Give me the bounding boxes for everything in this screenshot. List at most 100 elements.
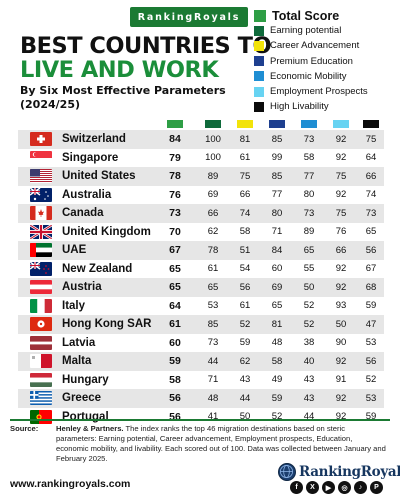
country-name: Singapore xyxy=(62,151,119,164)
score-cell: 66 xyxy=(365,170,377,182)
country-name: Malta xyxy=(62,355,92,368)
legend-swatch xyxy=(254,25,264,36)
score-cell: 77 xyxy=(271,189,283,201)
score-cell: 54 xyxy=(239,263,251,275)
table-row: New Zealand 65 61 54 60 55 92 67 xyxy=(18,260,384,279)
score-cell: 69 xyxy=(207,189,219,201)
legend-swatch xyxy=(254,86,264,97)
score-cell: 44 xyxy=(303,411,315,423)
score-cell: 52 xyxy=(365,374,377,386)
score-cell: 43 xyxy=(303,374,315,386)
score-cell: 78 xyxy=(207,244,219,256)
score-cell: 59 xyxy=(271,392,283,404)
table-row: United States 78 89 75 85 77 75 66 xyxy=(18,167,384,186)
legend-swatch xyxy=(254,101,264,112)
score-cell: 75 xyxy=(335,207,347,219)
column-header-swatch xyxy=(301,120,317,128)
table-row: UAE 67 78 51 84 65 66 56 xyxy=(18,241,384,260)
footer-logo: RankingRoyals xyxy=(278,463,400,481)
score-cell: 75 xyxy=(335,170,347,182)
score-cell: 100 xyxy=(205,133,221,145)
country-name: UAE xyxy=(62,244,87,257)
country-name: United Kingdom xyxy=(62,225,151,238)
legend-label: Earning potential xyxy=(270,25,342,37)
table-row: Latvia 60 73 59 48 38 90 53 xyxy=(18,334,384,353)
uae-flag-icon xyxy=(30,243,52,258)
score-cell: 58 xyxy=(239,226,251,238)
table-row: Greece 56 48 44 59 43 92 53 xyxy=(18,389,384,408)
column-header-swatch xyxy=(237,120,253,128)
score-cell: 92 xyxy=(335,392,347,404)
table-row: Hong Kong SAR 61 85 52 81 52 50 47 xyxy=(18,315,384,334)
score-cell: 53 xyxy=(207,300,219,312)
score-cell: 61 xyxy=(239,152,251,164)
hungary-flag-icon xyxy=(30,372,52,387)
country-name: Austria xyxy=(62,281,102,294)
score-cell: 92 xyxy=(335,133,347,145)
website-link[interactable]: www.rankingroyals.com xyxy=(10,478,131,490)
total-score-cell: 65 xyxy=(169,281,181,294)
score-cell: 73 xyxy=(365,207,377,219)
title-line-1: BEST COUNTRIES TO xyxy=(20,33,272,59)
score-cell: 59 xyxy=(365,411,377,423)
page-title: BEST COUNTRIES TO LIVE AND WORK xyxy=(20,33,272,82)
score-cell: 58 xyxy=(303,152,315,164)
score-cell: 62 xyxy=(239,355,251,367)
legend-label: Premium Education xyxy=(270,55,353,67)
tiktok-icon[interactable]: ♪ xyxy=(354,481,367,494)
table-row: Italy 64 53 61 65 52 93 59 xyxy=(18,297,384,316)
country-name: Switzerland xyxy=(62,133,126,146)
instagram-icon[interactable]: ◎ xyxy=(338,481,351,494)
score-cell: 92 xyxy=(335,152,347,164)
total-score-cell: 61 xyxy=(169,318,181,331)
score-cell: 80 xyxy=(271,207,283,219)
x-icon[interactable]: X xyxy=(306,481,319,494)
legend-swatch xyxy=(254,40,264,51)
score-cell: 49 xyxy=(271,374,283,386)
score-cell: 64 xyxy=(365,152,377,164)
total-score-cell: 59 xyxy=(169,355,181,368)
country-name: Hungary xyxy=(62,373,109,386)
facebook-icon[interactable]: f xyxy=(290,481,303,494)
score-cell: 91 xyxy=(335,374,347,386)
pinterest-icon[interactable]: P xyxy=(370,481,383,494)
score-cell: 74 xyxy=(239,207,251,219)
legend-item: Earning potential xyxy=(254,23,394,38)
score-cell: 43 xyxy=(303,392,315,404)
youtube-icon[interactable]: ▶ xyxy=(322,481,335,494)
legend-item: Employment Prospects xyxy=(254,84,394,99)
country-name: Italy xyxy=(62,299,86,312)
country-name: United States xyxy=(62,170,136,183)
country-name: Greece xyxy=(62,392,102,405)
score-cell: 92 xyxy=(335,281,347,293)
total-score-cell: 56 xyxy=(169,392,181,405)
score-cell: 56 xyxy=(365,355,377,367)
total-score-cell: 58 xyxy=(169,373,181,386)
score-cell: 67 xyxy=(365,263,377,275)
table-row: Australia 76 69 66 77 80 92 74 xyxy=(18,186,384,205)
score-cell: 66 xyxy=(335,244,347,256)
score-table: Switzerland 84 100 81 85 73 92 75 Singapore 79 100… xyxy=(18,120,384,424)
table-row: Hungary 58 71 43 49 43 91 52 xyxy=(18,371,384,390)
score-cell: 92 xyxy=(335,263,347,275)
score-cell: 43 xyxy=(239,374,251,386)
source-text: The index ranks the top 46 migration des… xyxy=(56,424,386,463)
score-cell: 74 xyxy=(365,189,377,201)
score-cell: 92 xyxy=(335,355,347,367)
score-cell: 50 xyxy=(239,411,251,423)
score-cell: 65 xyxy=(271,300,283,312)
total-score-cell: 78 xyxy=(169,170,181,183)
total-score-cell: 79 xyxy=(169,151,181,164)
score-cell: 59 xyxy=(239,337,251,349)
column-header-swatch xyxy=(363,120,379,128)
score-cell: 93 xyxy=(335,300,347,312)
score-cell: 81 xyxy=(271,318,283,330)
score-cell: 76 xyxy=(335,226,347,238)
score-cell: 84 xyxy=(271,244,283,256)
legend-swatch xyxy=(254,9,266,22)
legend-label: Total Score xyxy=(272,8,340,23)
austria-flag-icon xyxy=(30,280,52,295)
score-cell: 65 xyxy=(365,226,377,238)
score-cell: 89 xyxy=(303,226,315,238)
score-cell: 40 xyxy=(303,355,315,367)
